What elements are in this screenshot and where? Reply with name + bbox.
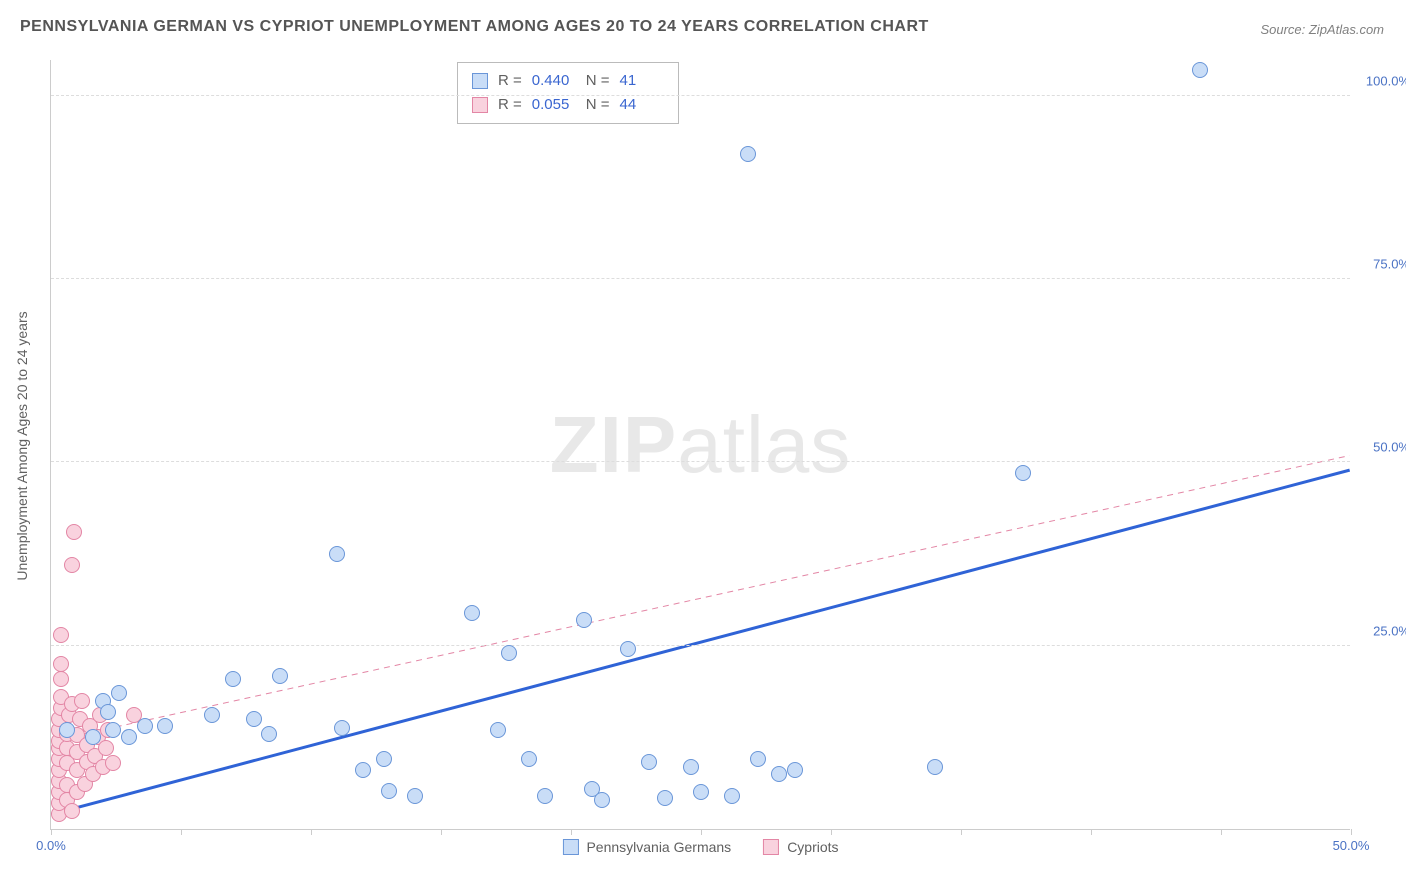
trend-line: [51, 455, 1349, 741]
gridline: [51, 461, 1350, 462]
data-point: [1192, 62, 1208, 78]
data-point: [246, 711, 262, 727]
series1-n-value: 41: [620, 69, 664, 93]
data-point: [750, 751, 766, 767]
data-point: [683, 759, 699, 775]
x-tick: [311, 829, 312, 835]
legend: Pennsylvania Germans Cypriots: [562, 839, 838, 855]
data-point: [204, 707, 220, 723]
data-point: [85, 729, 101, 745]
data-point: [100, 704, 116, 720]
gridline: [51, 645, 1350, 646]
data-point: [98, 740, 114, 756]
x-tick-label: 0.0%: [36, 838, 66, 853]
data-point: [157, 718, 173, 734]
data-point: [927, 759, 943, 775]
stats-row-series2: R = 0.055 N = 44: [472, 93, 664, 117]
legend-item-series2: Cypriots: [763, 839, 838, 855]
x-tick: [1091, 829, 1092, 835]
data-point: [771, 766, 787, 782]
data-point: [74, 693, 90, 709]
data-point: [740, 146, 756, 162]
x-tick: [441, 829, 442, 835]
n-label: N =: [586, 69, 610, 93]
data-point: [641, 754, 657, 770]
data-point: [594, 792, 610, 808]
trend-line: [51, 470, 1349, 814]
data-point: [1015, 465, 1031, 481]
stats-row-series1: R = 0.440 N = 41: [472, 69, 664, 93]
data-point: [501, 645, 517, 661]
series2-n-value: 44: [620, 93, 664, 117]
data-point: [355, 762, 371, 778]
data-point: [111, 685, 127, 701]
data-point: [576, 612, 592, 628]
series1-swatch-icon: [472, 73, 488, 89]
series1-legend-label: Pennsylvania Germans: [586, 839, 731, 855]
x-tick: [1221, 829, 1222, 835]
r-label: R =: [498, 93, 522, 117]
x-tick: [1351, 829, 1352, 835]
data-point: [787, 762, 803, 778]
data-point: [261, 726, 277, 742]
watermark-light: atlas: [677, 400, 851, 489]
data-point: [53, 671, 69, 687]
r-label: R =: [498, 69, 522, 93]
data-point: [657, 790, 673, 806]
x-tick: [181, 829, 182, 835]
data-point: [521, 751, 537, 767]
y-tick-label: 75.0%: [1355, 257, 1406, 272]
watermark: ZIPatlas: [550, 399, 851, 491]
y-tick-label: 50.0%: [1355, 440, 1406, 455]
data-point: [66, 524, 82, 540]
y-tick-label: 100.0%: [1355, 73, 1406, 88]
series2-r-value: 0.055: [532, 93, 576, 117]
chart-title: PENNSYLVANIA GERMAN VS CYPRIOT UNEMPLOYM…: [20, 18, 929, 36]
n-label: N =: [586, 93, 610, 117]
data-point: [105, 755, 121, 771]
data-point: [225, 671, 241, 687]
scatter-plot: ZIPatlas R = 0.440 N = 41 R = 0.055 N = …: [50, 60, 1350, 830]
data-point: [334, 720, 350, 736]
data-point: [272, 668, 288, 684]
trend-lines: [51, 60, 1350, 829]
series2-swatch-icon: [472, 97, 488, 113]
x-tick: [571, 829, 572, 835]
x-tick-label: 50.0%: [1333, 838, 1370, 853]
data-point: [64, 557, 80, 573]
x-tick: [701, 829, 702, 835]
y-tick-label: 25.0%: [1355, 623, 1406, 638]
data-point: [724, 788, 740, 804]
series1-legend-swatch-icon: [562, 839, 578, 855]
data-point: [121, 729, 137, 745]
data-point: [329, 546, 345, 562]
series2-legend-label: Cypriots: [787, 839, 838, 855]
data-point: [620, 641, 636, 657]
data-point: [64, 803, 80, 819]
x-tick: [51, 829, 52, 835]
x-tick: [831, 829, 832, 835]
data-point: [137, 718, 153, 734]
data-point: [53, 627, 69, 643]
data-point: [490, 722, 506, 738]
data-point: [381, 783, 397, 799]
data-point: [53, 656, 69, 672]
series1-r-value: 0.440: [532, 69, 576, 93]
data-point: [105, 722, 121, 738]
gridline: [51, 95, 1350, 96]
x-tick: [961, 829, 962, 835]
data-point: [407, 788, 423, 804]
source-label: Source: ZipAtlas.com: [1260, 22, 1384, 37]
watermark-bold: ZIP: [550, 400, 677, 489]
series2-legend-swatch-icon: [763, 839, 779, 855]
data-point: [59, 722, 75, 738]
data-point: [464, 605, 480, 621]
stats-box: R = 0.440 N = 41 R = 0.055 N = 44: [457, 62, 679, 124]
legend-item-series1: Pennsylvania Germans: [562, 839, 731, 855]
data-point: [537, 788, 553, 804]
data-point: [693, 784, 709, 800]
data-point: [376, 751, 392, 767]
gridline: [51, 278, 1350, 279]
y-axis-title: Unemployment Among Ages 20 to 24 years: [14, 311, 30, 580]
